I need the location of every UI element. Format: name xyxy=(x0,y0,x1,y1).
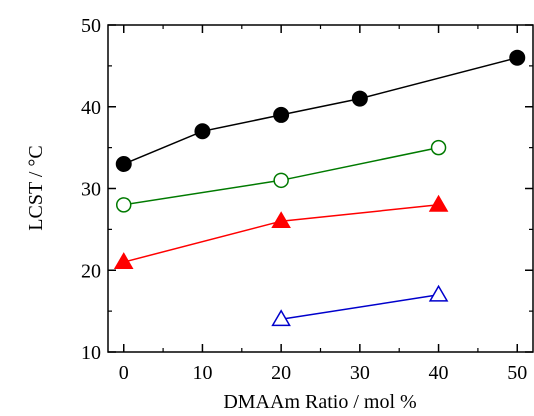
data-point xyxy=(509,49,526,66)
x-tick-label: 40 xyxy=(429,362,449,384)
x-tick-label: 10 xyxy=(192,362,212,384)
series-layer xyxy=(113,49,526,327)
data-point xyxy=(194,123,211,140)
y-axis-title: LCST / °C xyxy=(25,145,47,230)
plot-area-frame xyxy=(107,24,534,353)
data-point xyxy=(115,155,132,172)
x-axis-title: DMAAm Ratio / mol % xyxy=(223,391,416,413)
data-point xyxy=(273,106,290,123)
data-point xyxy=(428,194,449,212)
series-1 xyxy=(115,49,526,172)
data-point xyxy=(430,139,447,156)
series-2 xyxy=(115,139,447,213)
series-line xyxy=(123,56,518,165)
data-point xyxy=(115,197,132,213)
series-3 xyxy=(113,194,449,269)
y-tick-label: 30 xyxy=(81,179,101,201)
y-tick-label: 20 xyxy=(81,260,101,282)
x-tick-label: 0 xyxy=(119,362,129,384)
x-axis-ticks: 0 10 20 30 40 50 xyxy=(119,25,527,384)
data-point xyxy=(271,309,291,327)
data-point xyxy=(428,284,449,302)
y-tick-label: 10 xyxy=(81,342,101,364)
x-tick-label: 50 xyxy=(507,362,527,384)
y-tick-label: 40 xyxy=(81,97,101,119)
data-point xyxy=(351,90,368,107)
data-point xyxy=(273,172,289,189)
y-axis-ticks: 10 20 30 40 50 xyxy=(81,15,533,364)
series-4 xyxy=(271,284,449,327)
x-tick-label: 20 xyxy=(271,362,291,384)
series-line xyxy=(280,294,439,321)
data-point xyxy=(271,211,291,229)
y-tick-label: 50 xyxy=(81,15,101,37)
x-tick-label: 30 xyxy=(350,362,370,384)
data-point xyxy=(113,252,134,269)
